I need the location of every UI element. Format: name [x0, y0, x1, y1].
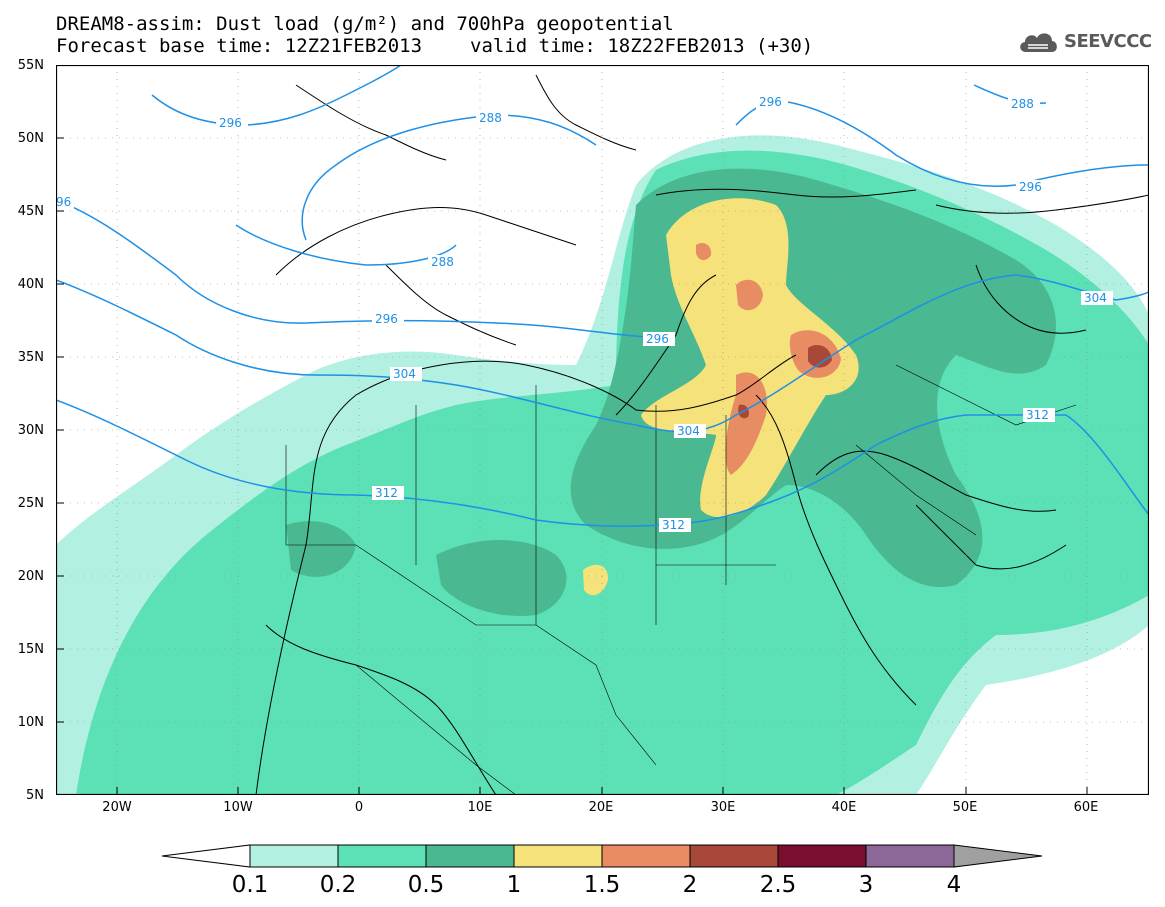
lat-label: 30N	[17, 423, 44, 438]
dust-load-map[interactable]: 296 288 96 288 296 304 312 304 296 296 2…	[56, 65, 1149, 795]
dust-level-1	[641, 198, 859, 518]
borders	[285, 364, 1077, 795]
contour-288	[301, 114, 597, 241]
lon-label: 60E	[1073, 800, 1099, 815]
contour-label: 312	[1026, 408, 1049, 422]
colorbar-tick-label: 2.5	[759, 872, 797, 898]
coastlines	[255, 74, 1149, 795]
seevccc-logo: SEEVCCC	[1016, 26, 1152, 56]
colorbar-segment	[249, 844, 339, 868]
lon-label: 20E	[588, 800, 614, 815]
contour-label: 296	[759, 95, 782, 109]
contour-label: 288	[1011, 97, 1034, 111]
colorbar-tick-label: 4	[946, 872, 962, 898]
lat-label: 45N	[17, 204, 44, 219]
contour-label: 304	[393, 367, 416, 381]
colorbar-segment	[865, 844, 955, 868]
contour-296-north	[151, 65, 402, 126]
colorbar-segment	[777, 844, 867, 868]
dust-level-1	[583, 564, 609, 596]
dust-level-1.5	[725, 372, 767, 475]
base-time-label: Forecast base time: 12Z21FEB2013	[56, 35, 423, 57]
map-frame	[56, 65, 1149, 795]
logo-text: SEEVCCC	[1064, 30, 1152, 52]
lat-label: 55N	[17, 58, 44, 73]
colorbar-tick-label: 3	[858, 872, 874, 898]
contour-label: 288	[479, 111, 502, 125]
dust-level-0.5	[286, 521, 356, 577]
colorbar-tick-label: 2	[682, 872, 698, 898]
colorbar-tick-label: 0.1	[231, 872, 269, 898]
lat-label: 35N	[17, 350, 44, 365]
lat-label: 5N	[26, 788, 44, 803]
contour-312-east	[1065, 414, 1149, 516]
cloud-icon	[1020, 33, 1057, 52]
contour-label: 304	[1084, 291, 1107, 305]
lon-label: 50E	[952, 800, 978, 815]
dust-field	[56, 135, 1149, 795]
contour-label: 312	[662, 518, 685, 532]
lat-label: 15N	[17, 642, 44, 657]
colorbar-tick-label: 0.2	[319, 872, 357, 898]
colorbar-tick-label: 1.5	[583, 872, 621, 898]
dust-level-1.5	[696, 243, 712, 261]
colorbar-segment	[337, 844, 427, 868]
colorbar-under-arrow	[161, 844, 251, 868]
valid-time-label: valid time: 18Z22FEB2013 (+30)	[470, 35, 814, 57]
contour-label: 288	[431, 255, 454, 269]
colorbar-tick-label: 1	[506, 872, 522, 898]
contour-label: 296	[1019, 180, 1042, 194]
lat-label: 40N	[17, 277, 44, 292]
contour-296-west	[56, 199, 647, 338]
colorbar-tick-label: 0.5	[407, 872, 445, 898]
contour-label: 296	[646, 332, 669, 346]
contour-312-west	[56, 399, 1066, 527]
contour-labels: 296 288 96 288 296 304 312 304 296 296 2…	[56, 95, 1113, 532]
colorbar-segment	[601, 844, 691, 868]
contour-label: 304	[677, 424, 700, 438]
lon-label: 40E	[831, 800, 857, 815]
dust-level-1.5	[736, 279, 763, 311]
colorbar-segment	[425, 844, 515, 868]
map-title: DREAM8-assim: Dust load (g/m²) and 700hP…	[56, 13, 674, 35]
lat-label: 50N	[17, 131, 44, 146]
contour-label: 312	[375, 486, 398, 500]
colorbar-segment	[513, 844, 603, 868]
lon-label: 30E	[710, 800, 736, 815]
contour-304-west	[56, 274, 1149, 433]
lon-label: 10E	[467, 800, 493, 815]
axis-ticks	[56, 137, 1088, 795]
lat-label: 25N	[17, 496, 44, 511]
lon-label: 10W	[223, 800, 253, 815]
contour-label: 296	[375, 312, 398, 326]
map-subtitle: Forecast base time: 12Z21FEB2013 valid ti…	[56, 36, 813, 56]
dust-level-2	[808, 345, 832, 368]
colorbar	[161, 844, 1043, 868]
lon-label: 20W	[102, 800, 132, 815]
contour-label: 96	[56, 195, 71, 209]
colorbar-segment	[689, 844, 779, 868]
contour-label: 296	[219, 116, 242, 130]
contour-288-b	[235, 224, 457, 266]
colorbar-over-arrow	[953, 844, 1043, 868]
lon-label: 0	[354, 800, 364, 815]
lat-label: 10N	[17, 715, 44, 730]
graticule	[56, 65, 1149, 795]
dust-level-0.5	[436, 540, 567, 616]
lat-label: 20N	[17, 569, 44, 584]
